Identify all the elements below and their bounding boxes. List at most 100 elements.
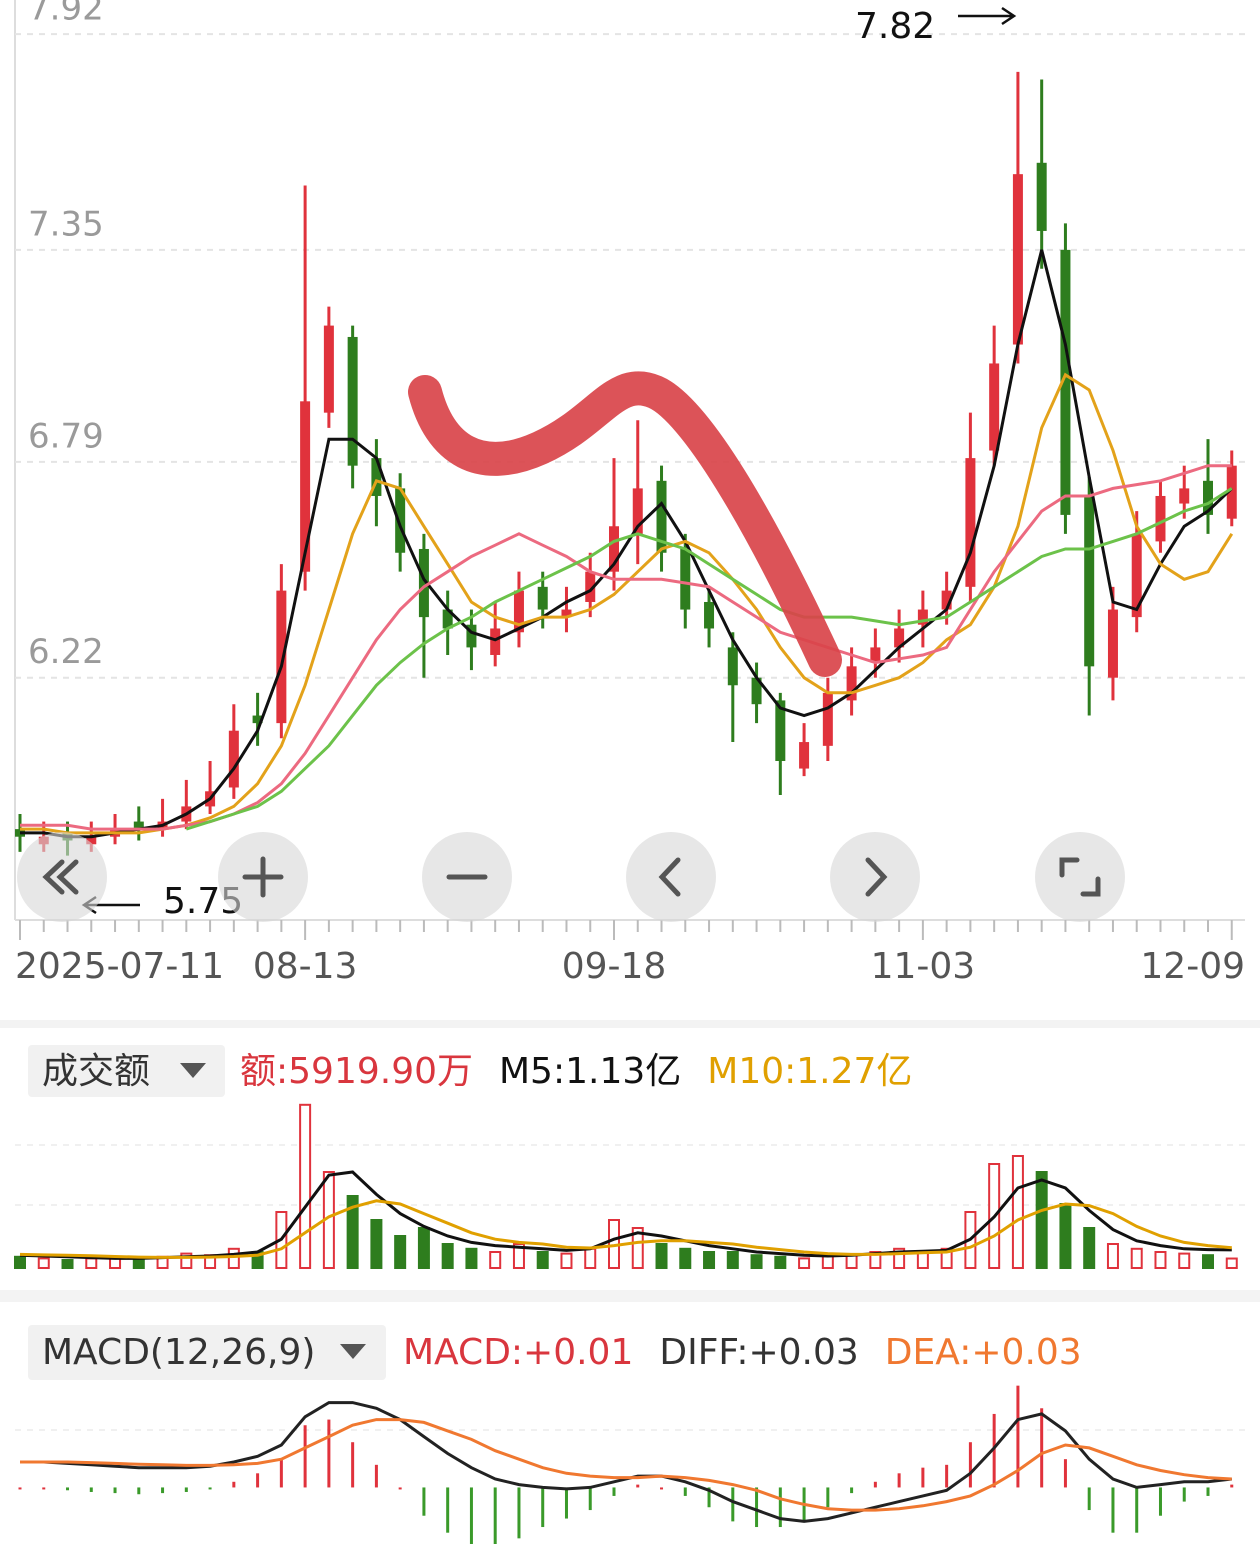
indicator-value: M5:1.13亿 bbox=[499, 1051, 681, 1092]
candle-body bbox=[846, 666, 857, 701]
macd-bar bbox=[351, 1442, 355, 1488]
volume-bar bbox=[394, 1235, 407, 1269]
macd-bar bbox=[968, 1442, 972, 1488]
volume-bar bbox=[655, 1243, 668, 1269]
candle-body bbox=[490, 628, 501, 655]
macd-bar bbox=[778, 1487, 782, 1528]
candle-body bbox=[609, 526, 619, 572]
macd-bar bbox=[208, 1487, 212, 1490]
macd-bar bbox=[921, 1467, 925, 1488]
macd-bar bbox=[374, 1464, 378, 1488]
max-price-label: 7.82 bbox=[855, 6, 935, 47]
candle-body bbox=[228, 730, 239, 788]
volume-bar bbox=[893, 1247, 906, 1270]
volume-bar bbox=[370, 1219, 383, 1269]
candle-body bbox=[1084, 495, 1095, 667]
volume-bar bbox=[180, 1252, 193, 1269]
volume-bar bbox=[584, 1247, 597, 1270]
candle-body bbox=[347, 336, 358, 466]
indicator-value: DEA:+0.03 bbox=[885, 1332, 1082, 1373]
volume-bar bbox=[1083, 1227, 1096, 1269]
volume-bar bbox=[1011, 1155, 1024, 1269]
divider bbox=[0, 1290, 1260, 1302]
prev-button[interactable] bbox=[626, 832, 716, 922]
macd-bar bbox=[612, 1487, 616, 1496]
candle-body bbox=[1107, 609, 1118, 678]
macd-bar bbox=[1230, 1484, 1234, 1488]
macd-bar bbox=[755, 1487, 759, 1528]
x-tick-label: 09-18 bbox=[562, 946, 667, 987]
volume-bar bbox=[845, 1254, 858, 1269]
volume-bar bbox=[631, 1227, 644, 1269]
macd-bar bbox=[184, 1487, 188, 1492]
volume-bar bbox=[37, 1257, 50, 1270]
macd-bar bbox=[992, 1413, 996, 1488]
control-icons bbox=[42, 856, 1101, 898]
candle-body bbox=[870, 647, 881, 663]
candle-body bbox=[1036, 162, 1047, 231]
candle-body bbox=[418, 548, 429, 618]
candle-body bbox=[917, 609, 928, 625]
macd-bar bbox=[873, 1481, 877, 1488]
candle-body bbox=[561, 609, 572, 618]
hand-drawn-stroke bbox=[408, 371, 842, 677]
marks: 7.92 7.35 6.79 6.22 2025-07-11 08-13 09-18 11-0… bbox=[14, 0, 1245, 1544]
volume-bar bbox=[726, 1251, 739, 1269]
macd-bar bbox=[517, 1487, 521, 1539]
macd-bar bbox=[398, 1487, 402, 1490]
volume-bar bbox=[560, 1252, 573, 1269]
macd-bar bbox=[1182, 1487, 1186, 1502]
fullscreen-button[interactable] bbox=[1035, 832, 1125, 922]
macd-bar bbox=[1206, 1487, 1210, 1496]
macd-bar bbox=[1040, 1408, 1044, 1488]
candle-body bbox=[965, 458, 976, 587]
volume-bar bbox=[346, 1195, 359, 1269]
candle-body bbox=[989, 363, 1000, 451]
indicator-line bbox=[20, 464, 1232, 831]
macd-bar bbox=[826, 1487, 830, 1508]
indicator-name: 成交额 bbox=[42, 1051, 150, 1092]
y-tick-label: 6.22 bbox=[28, 632, 104, 672]
macd-bar bbox=[493, 1487, 497, 1544]
macd-bar bbox=[161, 1487, 165, 1494]
macd-bar bbox=[897, 1473, 901, 1488]
candle-body bbox=[323, 325, 334, 413]
volume-bar bbox=[1130, 1247, 1143, 1270]
volume-bar bbox=[1202, 1254, 1214, 1269]
macd-bar bbox=[446, 1487, 450, 1533]
macd-bar bbox=[588, 1487, 592, 1511]
candle-body bbox=[727, 647, 738, 686]
macd-bar bbox=[636, 1484, 640, 1488]
candle-body bbox=[371, 458, 382, 496]
candle-body bbox=[1226, 465, 1237, 519]
date-axis bbox=[0, 920, 1260, 1020]
y-tick-label: 6.79 bbox=[28, 416, 104, 456]
volume-bar bbox=[512, 1243, 525, 1269]
volume-bar bbox=[417, 1227, 430, 1269]
candle-body bbox=[276, 590, 287, 724]
indicator-line bbox=[185, 487, 1233, 831]
macd-bar bbox=[707, 1487, 711, 1508]
x-tick-label: 11-03 bbox=[871, 946, 976, 987]
indicator-value: 额:5919.90万 bbox=[240, 1051, 473, 1092]
indicator-line bbox=[19, 1170, 1232, 1260]
next-button[interactable] bbox=[830, 832, 920, 922]
macd-bar bbox=[66, 1487, 70, 1491]
volume-bar bbox=[1106, 1243, 1119, 1269]
indicator-selector[interactable] bbox=[28, 1045, 225, 1097]
candle-body bbox=[86, 836, 97, 845]
indicator-selector[interactable] bbox=[28, 1325, 386, 1380]
macd-bar bbox=[1063, 1459, 1067, 1488]
macd-bar bbox=[89, 1487, 93, 1492]
macd-bar bbox=[256, 1473, 260, 1488]
divider bbox=[0, 1020, 1260, 1028]
icon bbox=[1059, 857, 1101, 897]
candle-body bbox=[1060, 249, 1071, 515]
macd-bar bbox=[1158, 1487, 1162, 1516]
candle-body bbox=[632, 488, 643, 534]
dropdown-arrow bbox=[340, 1344, 366, 1359]
icon bbox=[242, 856, 284, 898]
macd-bar bbox=[850, 1487, 854, 1494]
indicator-value: M10:1.27亿 bbox=[707, 1051, 912, 1092]
